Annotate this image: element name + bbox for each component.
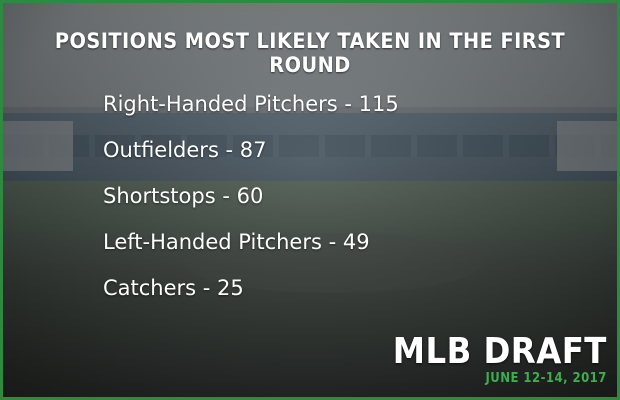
position-item-catchers: Catchers - 25 (103, 276, 244, 300)
position-item-shortstops: Shortstops - 60 (103, 184, 264, 208)
background-overlay (3, 3, 617, 397)
graphic-title: Positions Most Likely Taken In The First… (54, 29, 566, 77)
brand-date: June 12-14, 2017 (485, 371, 607, 386)
positions-list: Right-Handed Pitchers - 115 Outfielders … (103, 89, 399, 319)
position-item-right-handed-pitchers: Right-Handed Pitchers - 115 (103, 92, 399, 116)
position-item-outfielders: Outfielders - 87 (103, 138, 267, 162)
position-item-left-handed-pitchers: Left-Handed Pitchers - 49 (103, 230, 370, 254)
brand-title: MLB DRAFT (392, 331, 607, 372)
mlb-draft-logo: MLB DRAFT June 12-14, 2017 (369, 333, 607, 387)
